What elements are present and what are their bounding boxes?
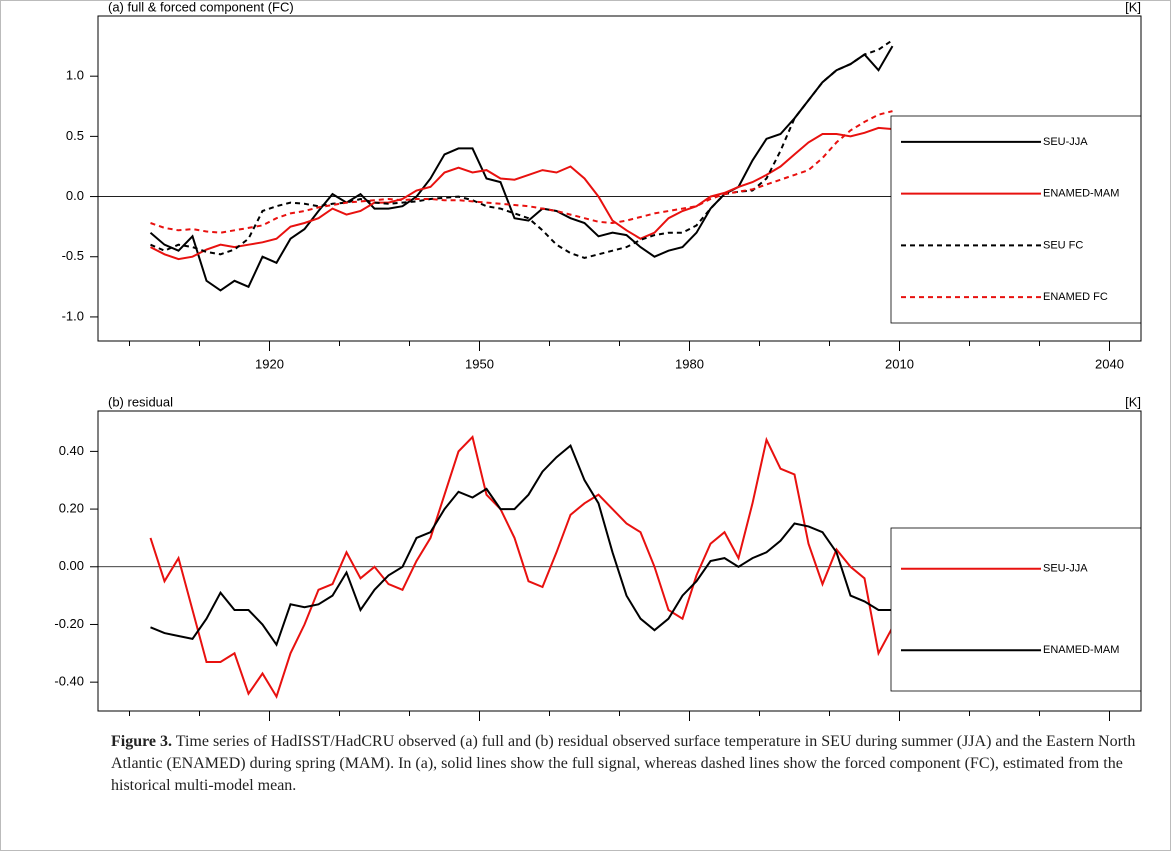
- y-tick-label: 0.00: [59, 558, 84, 573]
- y-tick-label: -0.5: [62, 248, 84, 263]
- x-tick-label: 2040: [1095, 356, 1124, 371]
- x-tick-label: 2010: [885, 356, 914, 371]
- legend-label: ENAMED-MAM: [1043, 644, 1119, 656]
- y-tick-label: 0.5: [66, 128, 84, 143]
- series-line: [150, 443, 893, 647]
- legend-box: [890, 115, 1142, 324]
- y-tick-label: 0.40: [59, 443, 84, 458]
- caption: Figure 3. Time series of HadISST/HadCRU …: [111, 731, 1141, 797]
- legend-box: [890, 527, 1142, 692]
- y-tick-label: 1.0: [66, 68, 84, 83]
- series-line: [149, 45, 894, 292]
- legend-label: SEU-JJA: [1043, 136, 1088, 148]
- y-tick-label: -1.0: [62, 308, 84, 323]
- legend-label: ENAMED FC: [1043, 291, 1108, 303]
- chart: (a) full & forced component (FC) [K] -1.0 -…: [54, 1, 1142, 721]
- legend-label: SEU FC: [1043, 239, 1083, 251]
- x-tick-label: 1980: [675, 356, 704, 371]
- y-tick-label: 0.20: [59, 501, 84, 516]
- y-tick-label: -0.40: [54, 674, 84, 689]
- x-tick-label: 1920: [255, 356, 284, 371]
- caption-label: Figure 3.: [111, 733, 173, 750]
- series-line: [150, 39, 894, 259]
- plot-frame: [97, 15, 1142, 342]
- units-label: [K]: [1125, 1, 1141, 14]
- units-label: [K]: [1125, 394, 1141, 409]
- series-line: [150, 110, 893, 234]
- legend-label: ENAMED-MAM: [1043, 188, 1119, 200]
- plot-frame: [97, 410, 1142, 712]
- series-line: [150, 126, 893, 261]
- legend-label: SEU-JJA: [1043, 563, 1088, 575]
- panel-title: (a) full & forced component (FC): [108, 1, 294, 14]
- x-tick-label: 1950: [465, 356, 494, 371]
- series-line: [149, 435, 894, 699]
- y-tick-label: 0.0: [66, 188, 84, 203]
- caption-text: Time series of HadISST/HadCRU observed (…: [111, 733, 1136, 794]
- panel-title: (b) residual: [108, 394, 173, 409]
- y-tick-label: -0.20: [54, 616, 84, 631]
